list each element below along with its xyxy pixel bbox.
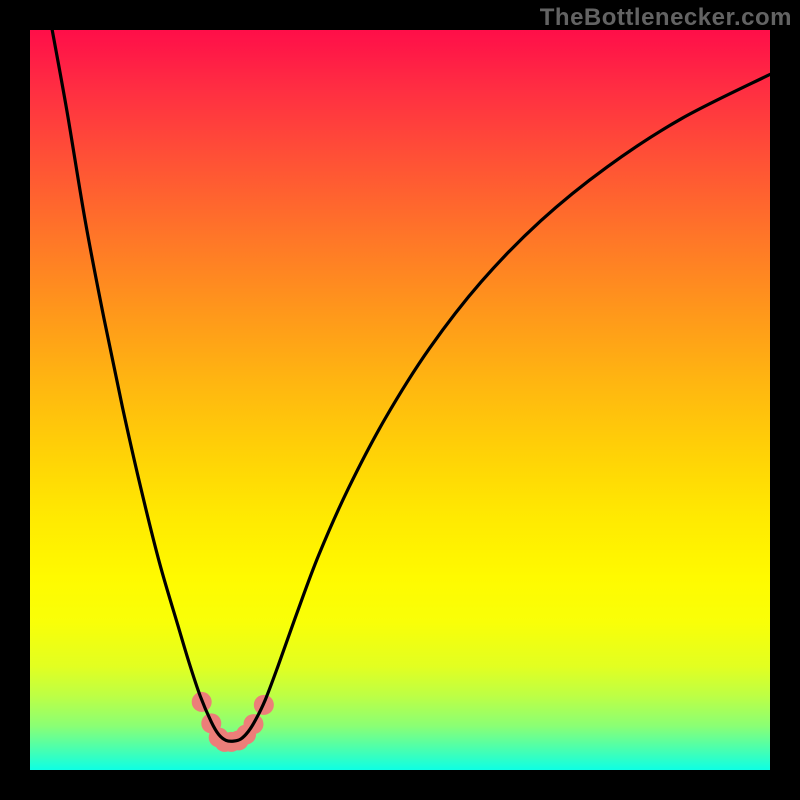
chart-svg (30, 30, 770, 770)
bottleneck-curve (52, 30, 770, 741)
plot-area (30, 30, 770, 770)
watermark-text: TheBottlenecker.com (540, 4, 792, 32)
bulge-markers-group (192, 692, 274, 752)
